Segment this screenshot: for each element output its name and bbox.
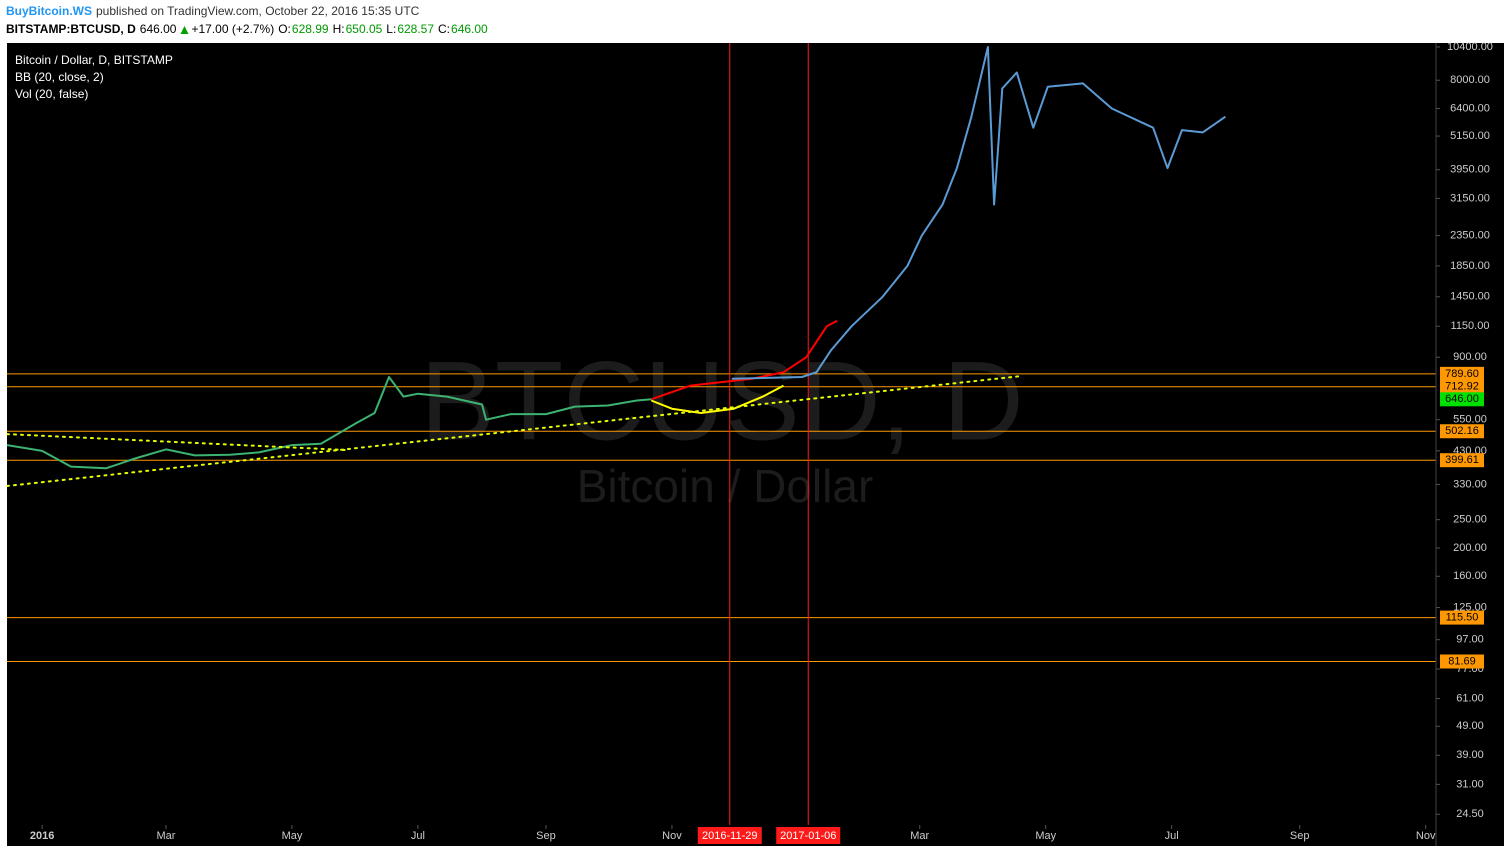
plot-area: [7, 43, 1436, 825]
x-tick-label: Jul: [411, 830, 425, 842]
x-tick-label: May: [282, 830, 303, 842]
site-name: BuyBitcoin.WS: [6, 4, 92, 18]
ohlc-key: H:: [333, 22, 345, 36]
price-line: [650, 384, 784, 414]
x-tick-label: Nov: [1416, 830, 1436, 842]
level-tag: [1440, 654, 1484, 669]
ohlc-key: L:: [386, 22, 396, 36]
ohlc-value: 646.00: [451, 22, 488, 36]
level-label: 789.60: [1445, 368, 1479, 380]
y-tick-label: 250.00: [1453, 514, 1487, 526]
price-line: [7, 433, 347, 451]
x-tick-label: Jul: [1165, 830, 1179, 842]
x-tick-label: Sep: [1290, 830, 1310, 842]
y-tick-label: 10400.00: [1447, 41, 1493, 53]
y-tick-label: 61.00: [1456, 692, 1484, 704]
watermark-symbol: BTCUSD, D: [420, 339, 1024, 464]
y-tick-label: 8000.00: [1450, 74, 1490, 86]
y-tick-label: 330.00: [1453, 478, 1487, 490]
level-label: 399.61: [1445, 454, 1479, 466]
y-tick-label: 5150.00: [1450, 130, 1490, 142]
y-tick-label: 3150.00: [1450, 192, 1490, 204]
y-tick-label: 31.00: [1456, 778, 1484, 790]
y-tick-label: 900.00: [1453, 351, 1487, 363]
marker-tag: [697, 827, 762, 844]
y-tick-label: 97.00: [1456, 634, 1484, 646]
price-line: [650, 319, 838, 401]
last-price-label: 646.00: [1445, 393, 1479, 405]
published-note: published on TradingView.com, October 22…: [96, 4, 420, 18]
y-tick-label: 49.00: [1456, 720, 1484, 732]
x-tick-label: Mar: [910, 830, 929, 842]
y-tick-label: 39.00: [1456, 749, 1484, 761]
level-tag: [1440, 453, 1484, 468]
level-label: 115.50: [1446, 611, 1479, 623]
level-tag: [1440, 366, 1484, 381]
legend-indicator: Vol (20, false): [15, 87, 88, 101]
last-price-tag: [1440, 392, 1484, 407]
legend-title: Bitcoin / Dollar, D, BITSTAMP: [15, 53, 173, 67]
y-tick-label: 1450.00: [1450, 291, 1490, 303]
ohlc-value: 650.05: [346, 22, 383, 36]
y-tick-label: 3950.00: [1450, 164, 1490, 176]
ohlc-value: 628.99: [292, 22, 329, 36]
x-tick-label: May: [1035, 830, 1056, 842]
change: +17.00 (+2.7%): [191, 22, 274, 36]
y-tick-label: 125.00: [1453, 601, 1487, 613]
up-arrow: [180, 26, 189, 34]
level-tag: [1440, 379, 1484, 394]
y-tick-label: 200.00: [1453, 542, 1487, 554]
price-line: [7, 376, 652, 470]
x-tick-label: Mar: [157, 830, 176, 842]
watermark-name: Bitcoin / Dollar: [577, 460, 874, 512]
x-tick-label: 2016: [30, 830, 54, 842]
ohlc-key: O:: [278, 22, 291, 36]
level-label: 502.16: [1445, 425, 1479, 437]
legend-indicator: BB (20, close, 2): [15, 70, 104, 84]
level-label: 712.92: [1445, 381, 1479, 393]
price-line: [731, 46, 1226, 380]
last-price: 646.00: [140, 22, 177, 36]
level-tag: [1440, 424, 1484, 439]
x-tick-label: Nov: [662, 830, 682, 842]
symbol: BITSTAMP:BTCUSD, D: [6, 22, 136, 36]
ohlc-value: 628.57: [397, 22, 434, 36]
level-tag: [1440, 610, 1484, 625]
y-tick-label: 160.00: [1453, 570, 1487, 582]
marker-label: 2017-01-06: [780, 830, 836, 842]
y-tick-label: 24.50: [1456, 808, 1484, 820]
y-tick-label: 550.00: [1453, 414, 1487, 426]
y-tick-label: 1150.00: [1451, 320, 1490, 332]
x-tick-label: Sep: [536, 830, 556, 842]
y-tick-label: 1850.00: [1450, 260, 1490, 272]
marker-label: 2016-11-29: [702, 830, 757, 842]
chart-background: [7, 43, 1504, 846]
ohlc-key: C:: [438, 22, 450, 36]
marker-tag: [776, 827, 841, 844]
price-line: [7, 375, 1022, 487]
level-label: 81.69: [1448, 655, 1476, 667]
y-tick-label: 6400.00: [1450, 102, 1490, 114]
y-tick-label: 2350.00: [1450, 229, 1490, 241]
